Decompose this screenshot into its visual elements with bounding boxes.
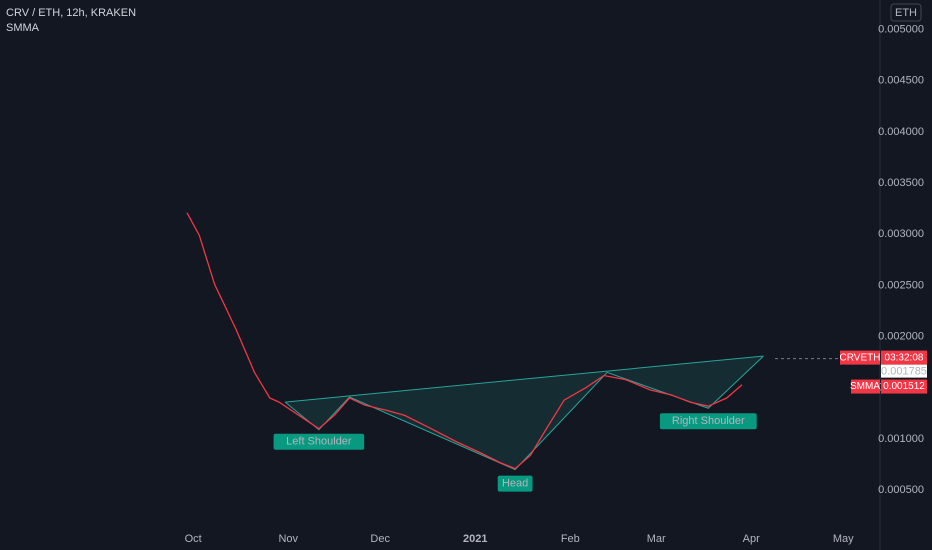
y-tick-label: 0.002000 (878, 331, 924, 343)
smma-name-label: SMMA (850, 381, 880, 392)
countdown-tag (881, 350, 927, 365)
annotation-label: Left Shoulder (286, 436, 352, 448)
x-tick-label: May (833, 533, 854, 545)
y-tick-label: 0.001000 (878, 433, 924, 445)
y-tick-label: 0.000500 (878, 484, 924, 496)
x-tick-label: Mar (647, 533, 666, 545)
y-tick-label: 0.003000 (878, 228, 924, 240)
annotation-label: Head (502, 478, 528, 490)
smma-value-label: 0.001512 (883, 381, 925, 392)
annotation-box (659, 413, 757, 430)
y-tick-label: 0.002500 (878, 279, 924, 291)
chart-title: CRV / ETH, 12h, KRAKEN (6, 7, 136, 19)
series-line (186, 212, 743, 470)
x-tick-label: Dec (370, 533, 390, 545)
y-tick-label: 0.005000 (878, 24, 924, 36)
x-tick-label: Feb (561, 533, 580, 545)
symbol-label: CRVETH (840, 352, 881, 363)
currency-label[interactable]: ETH (895, 7, 917, 19)
x-tick-label: Apr (743, 533, 760, 545)
price-tag (881, 364, 927, 378)
annotation-box (273, 433, 365, 450)
currency-button[interactable] (890, 3, 922, 22)
y-tick-label: 0.003500 (878, 177, 924, 189)
neckline (285, 355, 764, 403)
x-tick-label: 2021 (463, 533, 487, 545)
smma-name-tag (851, 379, 880, 394)
y-tick-label: 0.004000 (878, 126, 924, 138)
price-label: 0.001785 (881, 366, 927, 378)
pattern-fill (285, 356, 764, 470)
y-tick-label: 0.004500 (878, 75, 924, 87)
annotation-box (497, 475, 533, 492)
indicator-legend: SMMA (6, 22, 40, 34)
pattern-line (284, 355, 764, 471)
symbol-tag (840, 350, 880, 365)
smma-value-tag (881, 379, 927, 394)
x-tick-label: Nov (278, 533, 298, 545)
countdown-label: 03:32:08 (885, 352, 924, 363)
x-tick-label: Oct (185, 533, 202, 545)
annotation-label: Right Shoulder (672, 415, 745, 427)
